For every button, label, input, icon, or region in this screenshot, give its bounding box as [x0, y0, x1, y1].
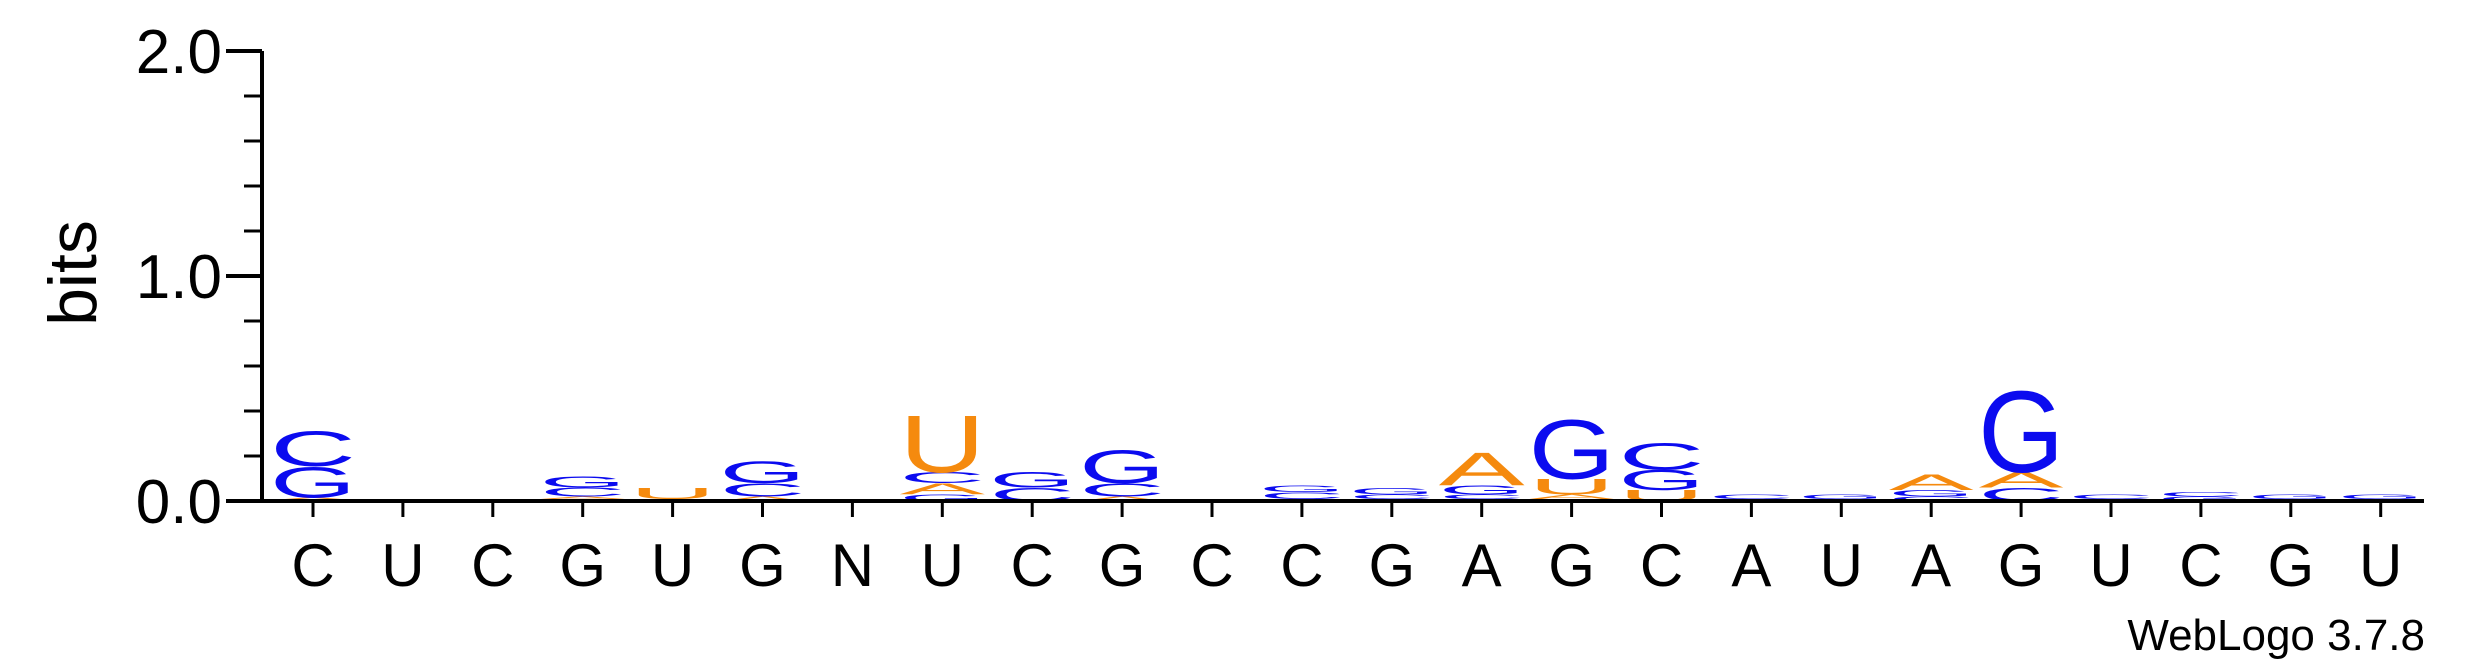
logo-stack-20: CAG [1978, 367, 2064, 505]
logo-letter-C: C [1888, 495, 1974, 502]
x-tick-label: U [381, 532, 424, 599]
logo-letter-G: G [2158, 495, 2244, 502]
logo-letter-A: A [1080, 495, 1165, 502]
logo-letter-C: C [1349, 493, 1435, 500]
logo-letter-C: C [899, 469, 985, 487]
logo-stack-10: ACG [1079, 441, 1165, 503]
logo-letter-G: G [1349, 486, 1435, 497]
logo-letter-A: A [540, 496, 625, 500]
y-axis: 0.0 1.0 2.0 [136, 18, 264, 537]
logo-letter-C: C [1619, 435, 1705, 477]
logo-stack-1: UAGC [270, 421, 356, 507]
logo-letter-G: G [1439, 483, 1525, 497]
x-tick-label: C [1011, 532, 1054, 599]
x-tick-label: C [1640, 532, 1683, 599]
logo-letter-G: G [2248, 493, 2334, 500]
logo-letter-U: U [630, 485, 716, 503]
x-tick-label: C [1190, 532, 1233, 599]
x-tick-label: G [1368, 532, 1415, 599]
logo-stacks: UAGCCUUACGAUACGGACUCGACGACGACGUCGACAUGUG… [270, 367, 2424, 507]
x-tick-label: A [1462, 532, 1502, 599]
logo-letter-A: A [1529, 493, 1614, 500]
x-tick-label: U [921, 532, 964, 599]
logo-letter-A: A [720, 495, 805, 502]
logo-letter-C: C [270, 421, 356, 477]
y-tick-label: 1.0 [136, 243, 222, 312]
x-tick-label: U [651, 532, 694, 599]
logo-letter-C: C [1439, 493, 1525, 500]
x-tick-label: C [1280, 532, 1323, 599]
logo-stack-22: GC [2158, 491, 2244, 503]
x-tick-label: G [1548, 532, 1595, 599]
logo-letter-C: C [1259, 490, 1345, 500]
logo-letter-G: G [1079, 441, 1165, 494]
logo-stack-6: ACG [719, 455, 805, 503]
logo-letter-C: C [540, 485, 626, 499]
logo-letter-G: G [899, 492, 985, 503]
logo-letter-G: G [989, 468, 1075, 493]
x-tick-label: U [1820, 532, 1863, 599]
logo-stack-16: UGC [1618, 435, 1704, 504]
x-tick-label: A [1911, 532, 1951, 599]
x-tick-label: C [2179, 532, 2222, 599]
logo-letter-A: A [1979, 468, 2064, 493]
logo-letter-U: U [899, 398, 985, 489]
x-tick-label: U [2359, 532, 2402, 599]
logo-letter-G: G [1259, 483, 1345, 494]
logo-letter-U: U [1529, 474, 1615, 499]
x-tick-label: G [739, 532, 786, 599]
x-tick-label: A [1731, 532, 1771, 599]
logo-letter-G: G [1619, 465, 1705, 497]
logo-letter-G: G [1529, 402, 1615, 497]
x-tick-label: G [1099, 532, 1146, 599]
x-tick-label: C [471, 532, 514, 599]
x-tick-label: N [831, 532, 874, 599]
logo-letter-C: C [1708, 493, 1794, 500]
x-tick-label: C [291, 532, 334, 599]
logo-letter-G: G [1978, 367, 2064, 497]
logo-letter-A: A [900, 480, 986, 498]
logo-letter-A: A [1889, 470, 1974, 495]
weblogo-credit: WebLogo 3.7.8 [2127, 611, 2425, 660]
logo-letter-C: C [719, 480, 805, 501]
x-tick-label: G [559, 532, 606, 599]
logo-letter-A: A [271, 497, 356, 501]
logo-letter-G: G [1888, 488, 1974, 499]
logo-letter-G: G [2338, 493, 2424, 500]
y-tick-label: 2.0 [136, 18, 222, 87]
logo-letter-A: A [1439, 443, 1525, 496]
logo-letter-C: C [1079, 480, 1165, 501]
x-tick-label: G [2267, 532, 2314, 599]
logo-letter-G: G [270, 458, 356, 507]
x-tick-label: U [2089, 532, 2132, 599]
y-tick-label: 0.0 [136, 468, 222, 537]
logo-stack-15: CAUG [1529, 402, 1615, 502]
logo-stack-19: CGA [1888, 470, 1974, 502]
y-axis-label: bits [35, 220, 111, 326]
logo-stack-12: ACG [1259, 483, 1345, 501]
logo-letter-G: G [720, 455, 806, 490]
logo-letter-G: G [1798, 493, 1884, 500]
logo-letter-G: G [540, 473, 626, 491]
x-tick-label: G [1998, 532, 2045, 599]
logo-letter-C: C [2068, 493, 2154, 500]
logo-letter-C: C [2158, 491, 2244, 498]
